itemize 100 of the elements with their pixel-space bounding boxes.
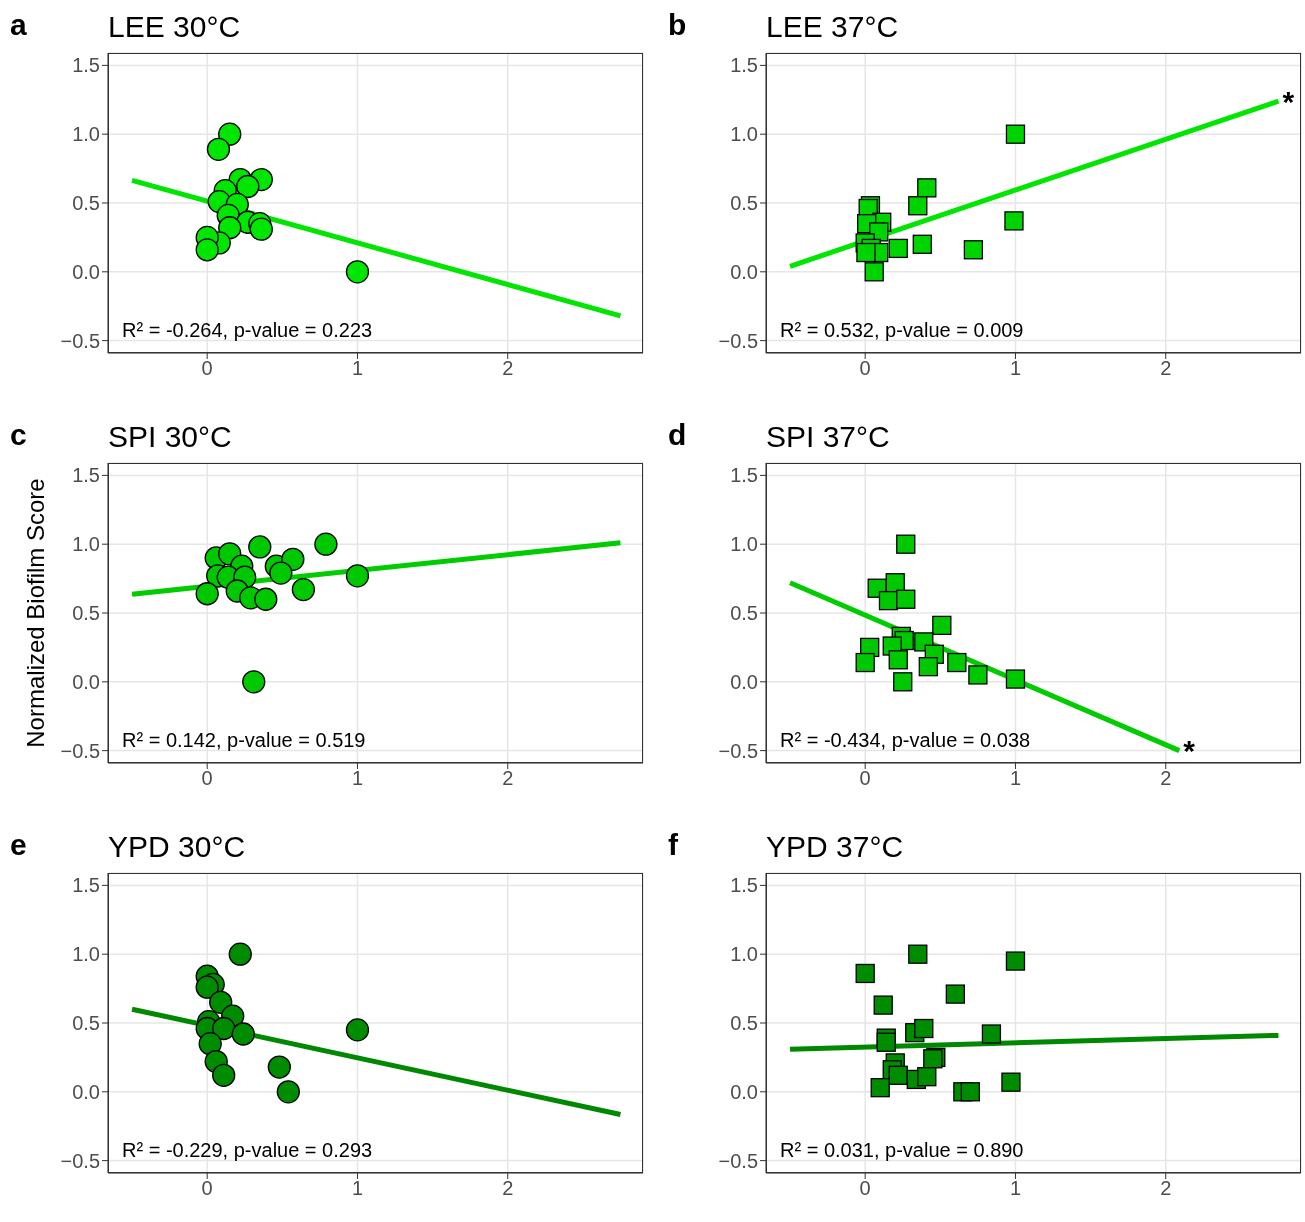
y-tick-label: 1.5: [72, 464, 100, 487]
x-tick-label: 0: [859, 357, 871, 380]
annotation: R² = -0.434, p-value = 0.038: [780, 729, 1031, 752]
point: [195, 582, 219, 606]
point: [269, 561, 293, 585]
x-tick-label: 0: [859, 767, 871, 790]
y-tick-label: 0.0: [730, 260, 758, 283]
y-tick-label: 0.5: [730, 192, 758, 215]
x-tick-label: 0: [201, 357, 213, 380]
point: [888, 650, 908, 670]
x-tick-label: 1: [351, 1177, 364, 1200]
point: [1005, 124, 1026, 144]
text: c: [10, 418, 27, 452]
x-tick-label: 0: [201, 767, 213, 790]
y-axis-title: Normalized Biofilm Score: [22, 478, 50, 748]
y-tick-label: 1.0: [730, 943, 758, 966]
x-tick-label: 2: [502, 357, 514, 380]
point: [893, 672, 913, 692]
point: [198, 1031, 222, 1056]
y-tick-label: −0.5: [60, 1149, 100, 1172]
x-tick-label: 2: [1160, 1177, 1172, 1200]
y-tick-label: −0.5: [60, 739, 100, 762]
point: [945, 984, 965, 1004]
point: [1004, 211, 1024, 231]
point: [896, 534, 916, 554]
y-tick-label: −0.5: [60, 329, 100, 352]
annotation: *: [1183, 734, 1196, 768]
x-tick-label: 1: [1009, 1177, 1022, 1200]
point: [212, 1063, 236, 1087]
point: [873, 995, 893, 1015]
x-tick-label: 2: [1160, 767, 1172, 790]
chart-title: SPI 37°C: [766, 420, 890, 454]
point: [968, 665, 988, 685]
text: d: [668, 418, 687, 452]
point: [888, 1065, 908, 1085]
point: [218, 122, 242, 146]
x-tick-label: 1: [1009, 357, 1022, 380]
text: e: [10, 828, 27, 862]
chart-title: SPI 30°C: [108, 420, 232, 454]
annotation: R² = -0.264, p-value = 0.223: [122, 319, 373, 342]
y-tick-label: 0.0: [72, 260, 100, 283]
point: [249, 217, 273, 241]
y-tick-label: 1.5: [72, 874, 100, 897]
annotation: R² = 0.532, p-value = 0.009: [780, 319, 1024, 342]
y-tick-label: 1.5: [730, 464, 758, 487]
point: [236, 174, 260, 199]
point: [963, 240, 984, 260]
y-tick-label: 1.0: [72, 943, 100, 966]
point: [918, 657, 938, 677]
point: [914, 1018, 934, 1039]
point: [960, 1082, 981, 1102]
y-tick-label: 1.0: [72, 533, 100, 556]
point: [195, 975, 219, 999]
y-tick-label: −0.5: [718, 1149, 758, 1172]
point: [917, 1067, 937, 1087]
text: b: [668, 8, 687, 42]
point: [885, 573, 905, 593]
y-tick-label: 0.0: [730, 1080, 758, 1103]
point: [231, 1022, 255, 1046]
point: [896, 589, 916, 609]
text: f: [668, 828, 678, 862]
y-tick-label: 0.5: [72, 1012, 100, 1035]
point: [267, 1055, 291, 1079]
y-tick-label: 0.5: [72, 602, 100, 625]
point: [345, 564, 370, 588]
point: [981, 1024, 1002, 1044]
point: [917, 178, 937, 198]
point: [855, 963, 875, 984]
point: [242, 670, 266, 694]
annotation: R² = 0.142, p-value = 0.519: [122, 729, 366, 752]
x-tick-label: 2: [502, 767, 514, 790]
text: a: [10, 8, 27, 42]
x-tick-label: 1: [351, 357, 364, 380]
y-tick-label: 1.5: [730, 54, 758, 77]
point: [908, 196, 928, 216]
y-tick-label: 0.5: [72, 192, 100, 215]
x-tick-label: 0: [859, 1177, 871, 1200]
point: [276, 1080, 300, 1104]
chart-title: YPD 30°C: [108, 830, 246, 864]
chart-title: YPD 37°C: [766, 830, 904, 864]
y-tick-label: −0.5: [718, 329, 758, 352]
y-tick-label: 1.0: [730, 123, 758, 146]
x-tick-label: 1: [1009, 767, 1022, 790]
y-tick-label: 0.0: [730, 670, 758, 693]
point: [212, 1016, 236, 1041]
point: [908, 944, 928, 964]
x-tick-label: 0: [201, 1177, 213, 1200]
point: [1005, 669, 1026, 689]
y-tick-label: 0.0: [72, 1080, 100, 1103]
point: [855, 652, 875, 673]
y-tick-label: 0.5: [730, 602, 758, 625]
point: [206, 137, 231, 161]
x-tick-label: 1: [351, 767, 364, 790]
y-tick-label: 1.0: [730, 533, 758, 556]
point: [864, 262, 884, 282]
point: [248, 535, 272, 559]
y-tick-label: 0.5: [730, 1012, 758, 1035]
annotation: R² = 0.031, p-value = 0.890: [780, 1139, 1024, 1162]
point: [932, 615, 952, 636]
y-tick-label: 1.5: [730, 874, 758, 897]
